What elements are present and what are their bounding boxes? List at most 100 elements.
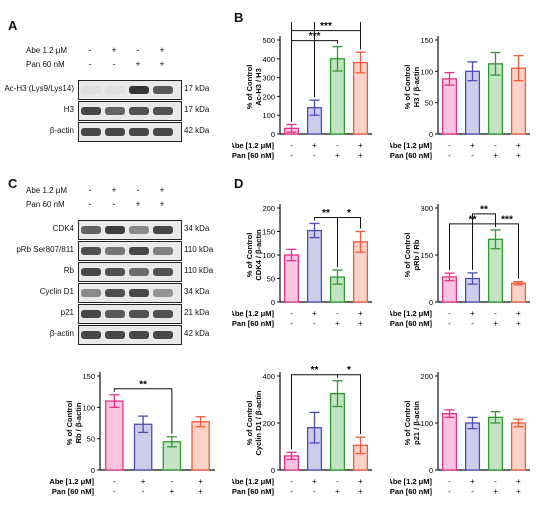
y-tick-label: 150 [262,228,275,237]
y-tick-label: 50 [267,275,275,284]
treatment-row-sign: - [336,309,339,318]
blot-band [81,226,101,234]
treatment-row-label: Pan [60 nM] [390,487,432,496]
treatment-row-sign: + [312,141,317,150]
treatment-sign: + [159,59,165,69]
bar [441,412,458,471]
blot-row-label: β-actin [49,126,74,135]
y-axis-label: % of Control CDK4 / β-actin [245,229,263,281]
significance-bracket [113,388,173,434]
treatment-row-label: Pan [60 nM] [232,151,274,160]
significance-label: ** [480,204,488,215]
treatment-row-sign: - [448,487,451,496]
treatment-row-sign: + [358,487,363,496]
blot-band [105,128,125,136]
panel-letter-b: B [234,10,244,25]
treatment-row-sign: + [358,141,363,150]
y-axis-label-line: % of Control [403,233,412,278]
treatment-sign: - [136,45,140,55]
blot-band [153,289,173,297]
treatment-row-sign: - [471,487,474,496]
treatment-row-sign: - [290,141,293,150]
y-axis-label: % of Control Cyclin D1 / β-actin [245,390,263,455]
significance-label: *** [320,22,332,32]
blot-band [81,128,101,136]
y-axis-label-line: Rb / β-actin [74,402,83,443]
bar [191,421,210,471]
treatment-row-sign: - [336,477,339,486]
blot-band-row [78,220,182,240]
blot-band [105,310,125,318]
blot-band [81,268,101,276]
treatment-row-sign: - [290,477,293,486]
y-axis-label-line: pRb / Rb [412,239,421,270]
kda-label: 110 kDa [184,266,214,275]
blot-row-label: Rb [63,266,74,275]
treatment-sign: - [88,45,92,55]
blot-band [153,268,173,276]
treatment-row-sign: + [312,477,317,486]
treatment-row-sign: + [198,487,203,496]
treatment-row-sign: - [142,487,145,496]
y-tick-label: 150 [420,251,433,260]
y-axis-label-line: Cyclin D1 / β-actin [254,390,263,455]
treatment-row-sign: - [336,141,339,150]
treatment-label: Abe 1.2 μM [26,186,68,195]
y-axis-label-line: % of Control [403,401,412,446]
significance-label: ** [322,208,330,219]
y-tick-label: 100 [82,403,95,412]
bar [510,422,527,471]
chart-p21: 0 100 200 % of Control p21 / β-actin Abe [1.2… [390,372,530,496]
blot-band [105,289,125,297]
treatment-sign: - [88,185,92,195]
treatment-row-sign: - [471,319,474,328]
bar [464,422,481,471]
y-tick-label: 0 [429,130,433,139]
blot-band [153,247,173,255]
treatment-row-sign: + [335,319,340,328]
treatment-row-sign: + [335,487,340,496]
treatment-row-sign: - [448,309,451,318]
treatment-row-sign: + [470,141,475,150]
y-axis-label: % of Control pRb / Rb [403,233,421,278]
y-tick-label: 50 [425,99,433,108]
y-tick-label: 0 [271,130,275,139]
treatment-row-sign: + [470,309,475,318]
treatment-row-sign: + [358,477,363,486]
blot-band-row [78,101,182,121]
y-axis-label-line: CDK4 / β-actin [254,229,263,281]
treatment-sign: + [111,45,117,55]
blot-band [81,86,101,94]
panel-letter-a: A [8,18,18,33]
blot-band [105,86,125,94]
y-tick-label: 300 [262,74,275,83]
treatment-sign: - [112,59,116,69]
significance-bracket [337,374,361,435]
treatment-row-label: Abe [1.2 μM] [390,477,433,486]
treatment-row-sign: - [494,309,497,318]
y-axis-label: % of Control H3 / β-actin [403,65,421,110]
treatment-row-label: Abe [1.2 μM] [390,309,433,318]
treatment-row-sign: + [358,309,363,318]
blot-band [105,268,125,276]
blot-row-label: pRb Ser807/811 [16,245,74,254]
significance-bracket [337,217,361,268]
treatment-row-sign: - [113,477,116,486]
y-tick-label: 500 [262,36,275,45]
treatment-row-sign: - [448,477,451,486]
blot-band [129,289,149,297]
y-tick-label: 100 [420,419,433,428]
treatment-row-sign: - [290,319,293,328]
y-tick-label: 100 [262,251,275,260]
blot-band [81,247,101,255]
significance-bracket [472,213,496,270]
y-tick-label: 200 [262,204,275,213]
treatment-row-sign: - [290,487,293,496]
bar [487,416,504,471]
kda-label: 110 kDa [184,245,214,254]
treatment-row-sign: + [493,151,498,160]
blot-band [129,128,149,136]
y-axis-label-line: % of Control [245,233,254,278]
chart-h3: 0 50 100 150 % of Control H3 / β-actin Abe [1.… [390,36,530,160]
